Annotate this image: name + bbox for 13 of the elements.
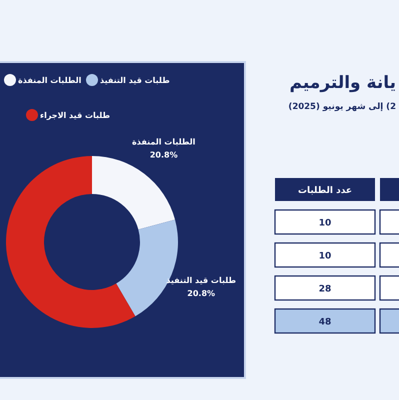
legend-label: طلبات قيد الاجراء	[40, 111, 110, 120]
text: يانة والترميم	[290, 73, 396, 93]
slice-label: الطلبات المنفذة	[132, 137, 196, 146]
data-label: 20.8%	[187, 288, 216, 298]
data-label: 20.8%	[150, 150, 178, 160]
text: 48	[318, 318, 332, 328]
text: 10	[318, 252, 332, 262]
text: 2) إلى شهر يونيو (2025)	[288, 102, 396, 112]
text: 10	[318, 218, 332, 228]
text: 28	[318, 284, 332, 294]
legend-label: الطلبات المنفذة	[18, 76, 82, 85]
text: عدد الطلبات	[298, 186, 352, 196]
legend-label: طلبات قيد التنفيذ	[100, 76, 170, 85]
